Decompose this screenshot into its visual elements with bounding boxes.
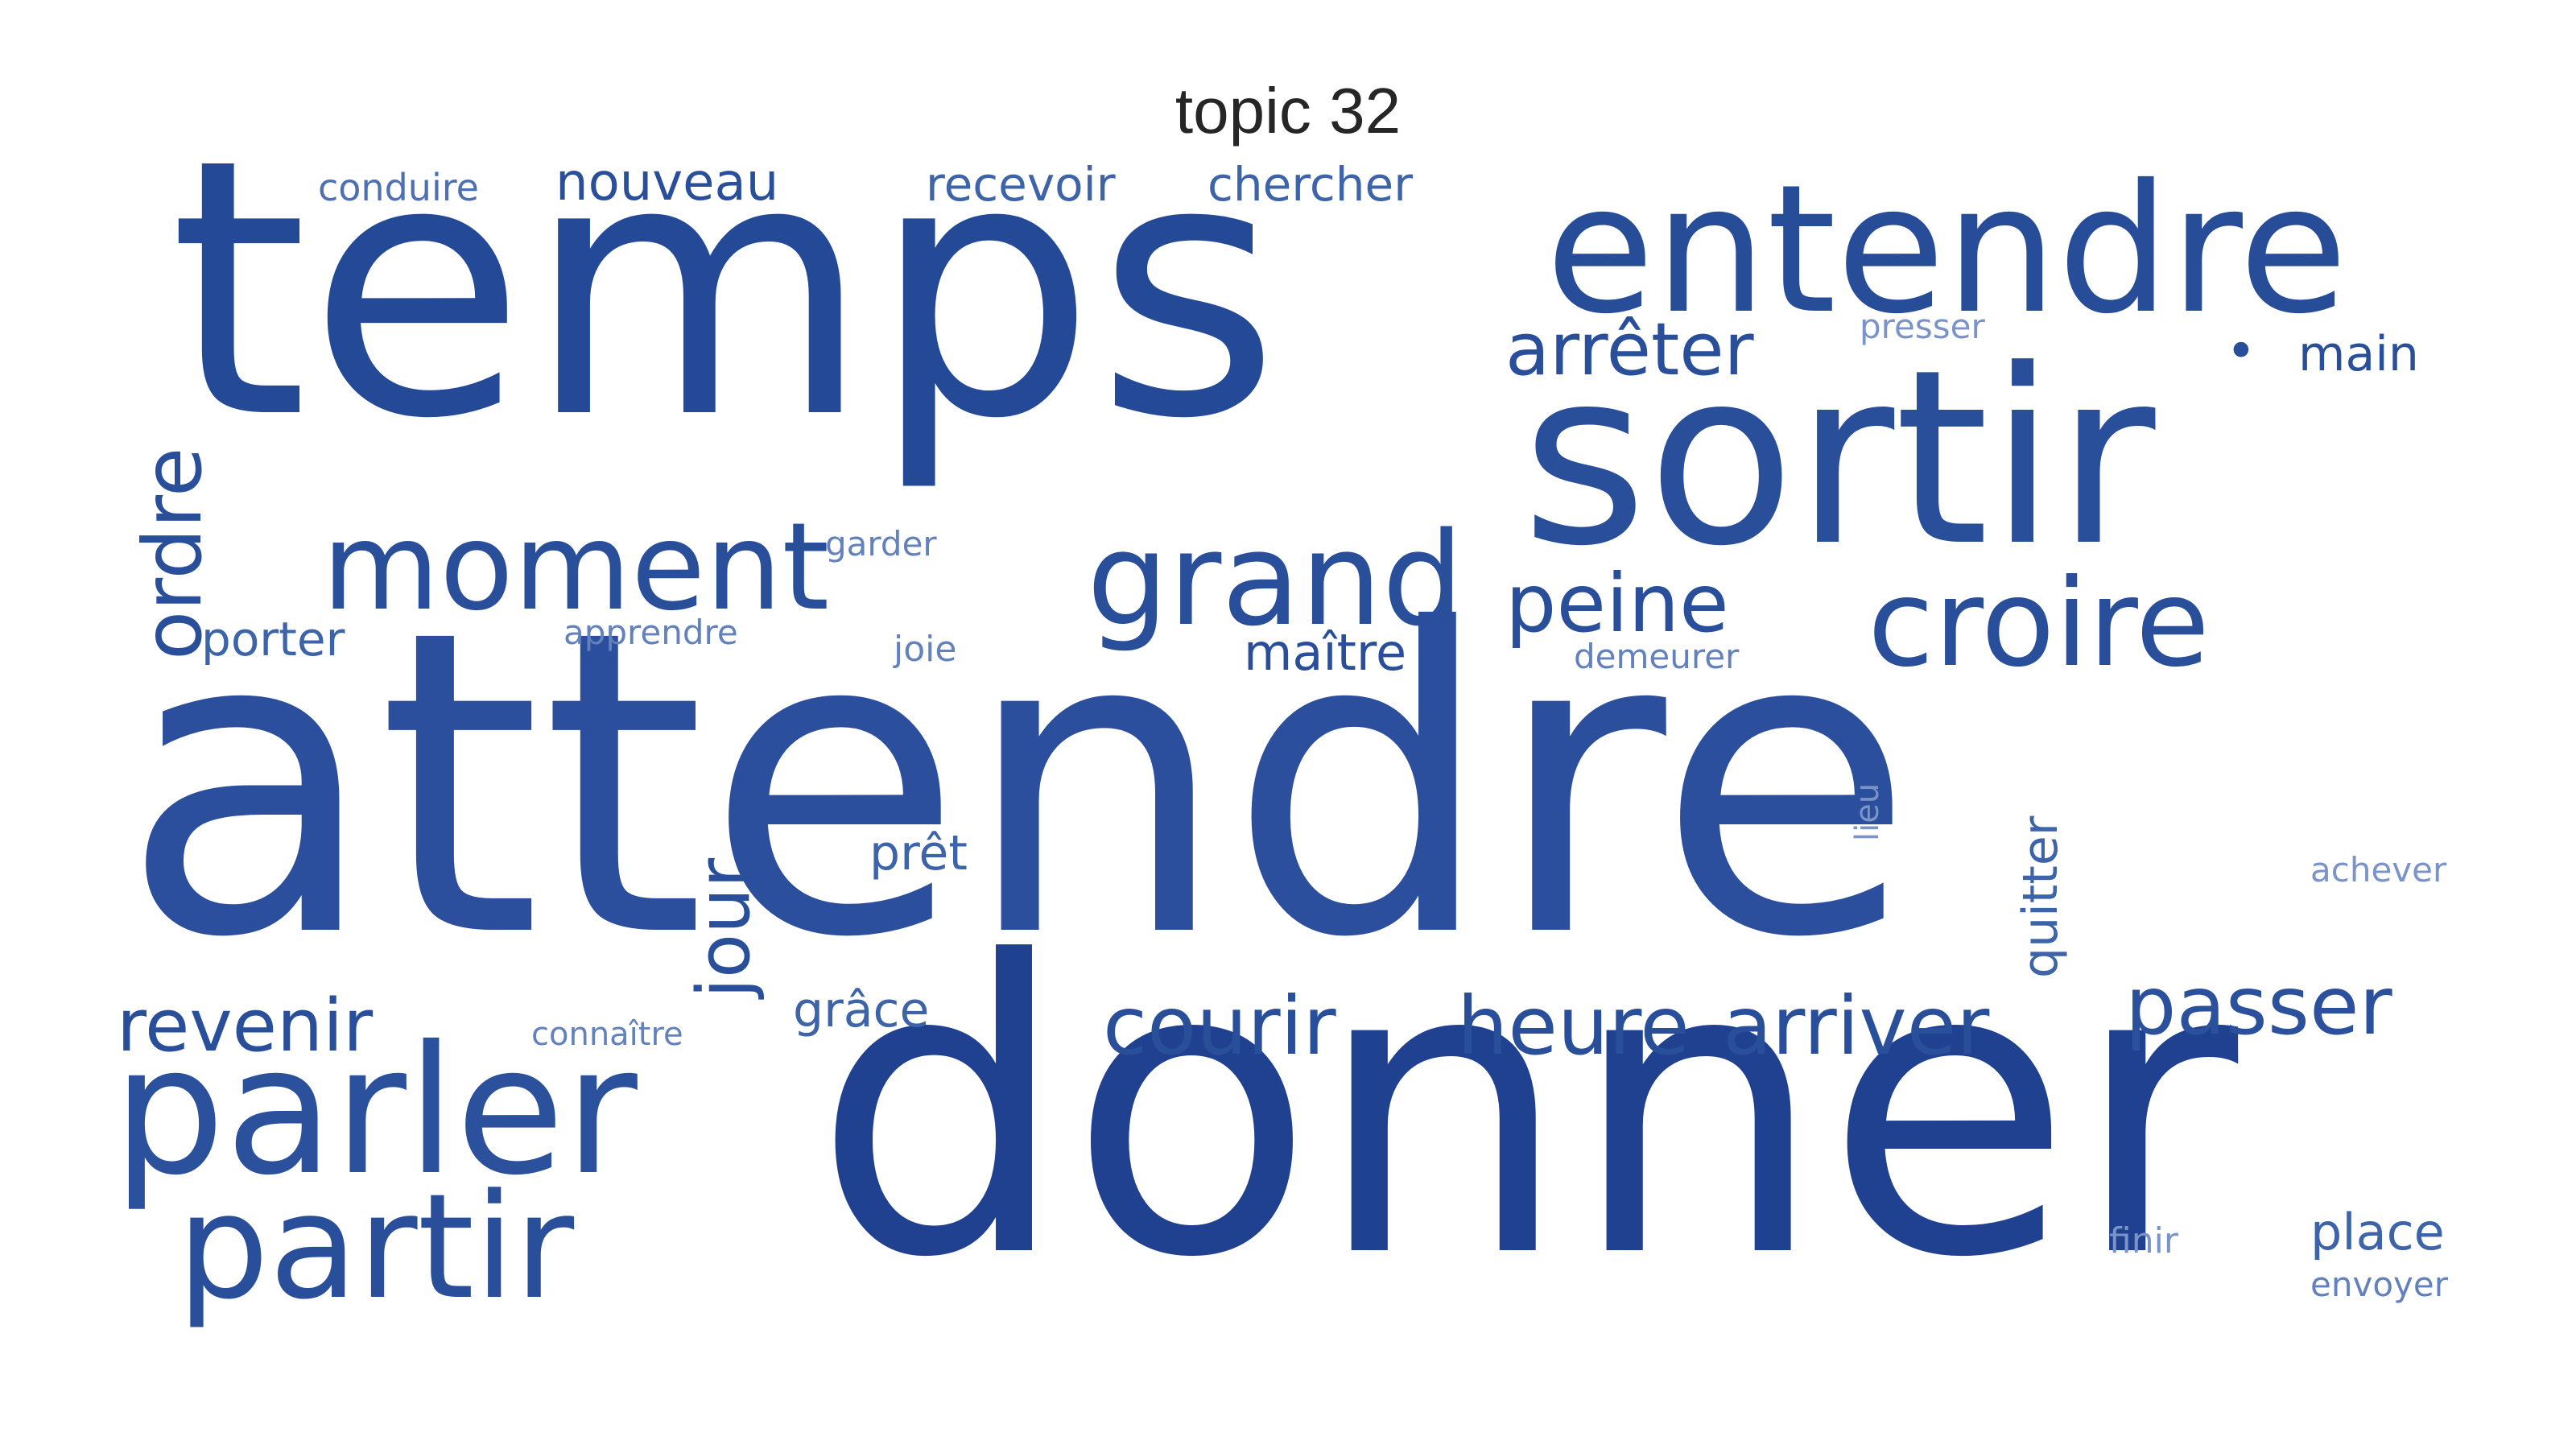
word-pret: prêt (869, 825, 968, 881)
word-quitter: quitter (2013, 815, 2069, 978)
word-chercher: chercher (1208, 157, 1414, 212)
word-revenir: revenir (117, 984, 374, 1068)
word-lieu: lieu (1849, 782, 1886, 841)
word-recevoir: recevoir (926, 157, 1116, 212)
word-moment: moment (322, 497, 830, 638)
word-attendre: attendre (121, 541, 1915, 1029)
word-conduire: conduire (318, 166, 479, 209)
word-grace: grâce (793, 982, 930, 1038)
word-place: place (2310, 1203, 2445, 1261)
word-connaitre: connaître (531, 1016, 683, 1053)
word-maitre: maître (1244, 623, 1407, 682)
word-arriver: arriver (1723, 979, 1990, 1073)
word-arreter: arrêter (1505, 308, 1754, 392)
word-garder: garder (825, 524, 937, 564)
word-croire: croire (1868, 554, 2210, 694)
word-courir: courir (1103, 979, 1336, 1073)
word-envoyer: envoyer (2310, 1265, 2448, 1304)
word-entendre: entendre (1546, 147, 2348, 353)
word-parler: parler (113, 1008, 638, 1214)
word-achever: achever (2310, 850, 2447, 890)
word-jour: jour (682, 857, 766, 998)
word-joie: joie (894, 629, 957, 670)
word-peine: peine (1505, 556, 1729, 650)
word-passer: passer (2125, 959, 2392, 1053)
word-main: main (2298, 326, 2419, 382)
word-donner: donner (813, 877, 2239, 1345)
word-heure: heure (1457, 979, 1690, 1073)
word-dot: • (2226, 322, 2256, 382)
word-sortir: sortir (1521, 318, 2156, 599)
word-presser: presser (1860, 307, 1985, 346)
word-nouveau: nouveau (555, 153, 779, 213)
word-temps: temps (169, 84, 1281, 496)
word-demeurer: demeurer (1574, 637, 1740, 676)
word-grand: grand (1087, 504, 1464, 654)
word-partir: partir (177, 1163, 575, 1331)
word-porter: porter (201, 612, 345, 667)
word-apprendre: apprendre (564, 613, 738, 652)
word-finir: finir (2109, 1220, 2178, 1261)
chart-title: topic 32 (1174, 75, 1402, 147)
